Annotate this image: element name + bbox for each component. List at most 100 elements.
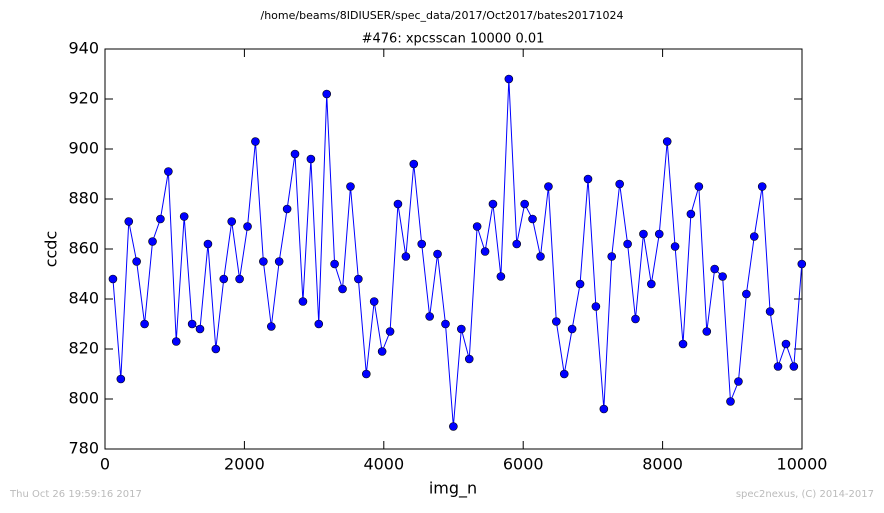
x-tick-label: 2000 [224, 455, 265, 474]
x-tick-label: 0 [100, 455, 110, 474]
data-point [306, 154, 316, 164]
footer-right: spec2nexus, (C) 2014-2017 [736, 489, 874, 500]
data-point [488, 199, 498, 209]
data-point [179, 212, 189, 221]
data-point [575, 279, 585, 289]
data-point [195, 324, 205, 334]
data-point [274, 257, 284, 266]
data-point [298, 297, 308, 306]
suptitle: /home/beams/8IDIUSER/spec_data/2017/Oct2… [261, 9, 624, 22]
data-point [734, 377, 743, 386]
data-point [504, 74, 514, 84]
data-point [203, 239, 213, 249]
data-point [108, 274, 118, 284]
y-tick-label: 800 [68, 389, 99, 408]
data-point [164, 167, 173, 176]
data-point [171, 337, 181, 346]
data-point [393, 199, 403, 209]
y-tick-label: 780 [68, 439, 99, 458]
data-point [140, 319, 149, 329]
data-point [559, 369, 569, 379]
data-point [797, 259, 807, 269]
data-point [267, 322, 276, 331]
data-point [654, 229, 664, 239]
data-point [544, 182, 553, 191]
y-tick-label: 820 [68, 339, 99, 358]
data-point [670, 242, 680, 251]
data-point [235, 274, 244, 284]
y-tick-label: 880 [68, 189, 99, 208]
data-point [552, 317, 561, 326]
data-point [512, 239, 522, 249]
data-point [314, 319, 324, 329]
footer-left: Thu Oct 26 19:59:16 2017 [9, 489, 142, 500]
data-point [631, 314, 640, 324]
y-tick-label: 840 [68, 289, 99, 308]
data-point [773, 362, 783, 371]
data-point [472, 222, 482, 231]
data-point [623, 239, 632, 249]
data-point [789, 362, 799, 371]
data-point [686, 209, 696, 219]
data-point [765, 307, 775, 316]
data-point [290, 149, 300, 159]
data-point [567, 324, 577, 334]
data-point [781, 339, 791, 349]
data-point [377, 347, 387, 356]
x-tick-label: 10000 [777, 455, 828, 474]
data-point [132, 257, 141, 266]
data-point [187, 319, 197, 329]
data-point [464, 354, 474, 364]
data-point [678, 339, 688, 349]
data-point [251, 137, 260, 146]
data-point [742, 289, 751, 299]
data-point [480, 247, 490, 256]
data-point [726, 397, 735, 406]
y-axis-label: ccdc [42, 231, 61, 268]
data-point [694, 182, 704, 191]
y-tick-label: 920 [68, 89, 99, 108]
data-point [116, 374, 126, 384]
x-tick-label: 6000 [503, 455, 544, 474]
y-tick-label: 900 [68, 139, 99, 158]
x-tick-label: 8000 [642, 455, 683, 474]
chart-title: #476: xpcsscan 10000 0.01 [362, 32, 545, 47]
data-point [449, 422, 458, 431]
data-point [710, 264, 719, 274]
data-point [369, 297, 379, 306]
data-point [591, 302, 601, 311]
data-point [409, 159, 419, 169]
data-point [599, 404, 609, 414]
y-tick-label: 940 [68, 39, 99, 58]
data-point [330, 259, 339, 269]
x-tick-label: 4000 [363, 455, 404, 474]
data-point [757, 182, 767, 191]
data-point [338, 284, 347, 294]
data-point [156, 214, 165, 224]
data-point [662, 137, 672, 146]
data-point [282, 204, 292, 214]
data-point [417, 239, 427, 249]
data-point [583, 174, 593, 184]
data-point [385, 327, 395, 336]
data-point [457, 324, 466, 334]
data-point [227, 217, 237, 226]
data-line [112, 78, 803, 427]
data-point [148, 237, 157, 246]
data-point [401, 252, 411, 261]
data-point [615, 179, 624, 189]
data-point [211, 344, 221, 354]
data-point [322, 89, 332, 99]
data-point [354, 274, 363, 284]
data-point [346, 182, 355, 191]
data-point [520, 199, 529, 209]
data-point [243, 222, 252, 231]
data-point [607, 252, 617, 261]
data-point [647, 279, 656, 289]
data-point [718, 272, 727, 281]
data-point [219, 274, 229, 284]
data-point [496, 272, 506, 281]
data-point [425, 312, 434, 321]
